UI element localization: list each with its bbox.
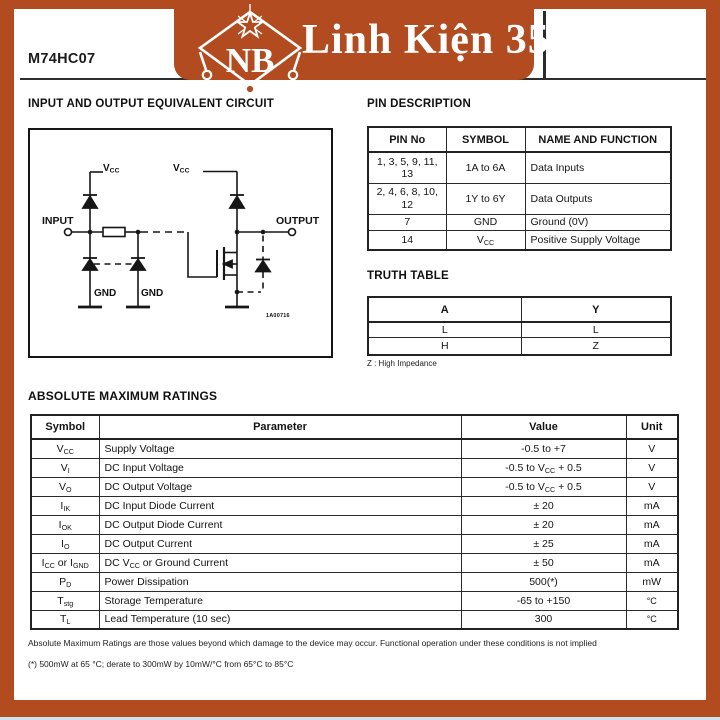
circuit-border: [28, 128, 333, 358]
table-row: IOK DC Output Diode Current ± 20 mA: [30, 514, 679, 535]
col-y: Y: [520, 296, 672, 323]
table-row: Tstg Storage Temperature -65 to +150 °C: [30, 590, 679, 611]
table-row: 14 VCC Positive Supply Voltage: [367, 229, 672, 251]
amr-footnote-main: Absolute Maximum Ratings are those value…: [28, 638, 597, 648]
amr-heading: ABSOLUTE MAXIMUM RATINGS: [28, 389, 218, 403]
equivalent-circuit-heading: INPUT AND OUTPUT EQUIVALENT CIRCUIT: [28, 98, 274, 110]
pin-description-table: PIN No SYMBOL NAME AND FUNCTION 1, 3, 5,…: [367, 126, 672, 251]
mosfet-arrow: [221, 259, 233, 269]
gnd-label-1: GND: [94, 288, 117, 299]
truth-table: A Y L L H Z: [367, 296, 672, 356]
frame-left: [0, 0, 14, 720]
output-label: OUTPUT: [276, 215, 320, 227]
logo-node-circles: [201, 69, 299, 95]
table-row: ICC or IGND DC VCC or Ground Current ± 5…: [30, 552, 679, 573]
output-clamp-diode-top: [228, 194, 246, 209]
table-row: IIK DC Input Diode Current ± 20 mA: [30, 495, 679, 516]
frame-bottom: [0, 700, 720, 717]
table-row: PD Power Dissipation 500(*) mW: [30, 571, 679, 592]
brand-banner: NB Linh Kiện 35: [174, 0, 549, 95]
output-parasitic-diode: [254, 258, 272, 273]
table-row: 2, 4, 6, 8, 10, 12 1Y to 6Y Data Outputs: [367, 182, 672, 215]
vcc-label-right: VCC: [173, 163, 190, 175]
col-pin-no: PIN No: [367, 126, 447, 153]
col-name-function: NAME AND FUNCTION: [524, 126, 672, 153]
input-clamp-diode-top: [81, 194, 99, 209]
input-clamp-diode-bottom-2: [129, 257, 147, 271]
truth-table-heading: TRUTH TABLE: [367, 270, 449, 282]
gate-wire: [187, 232, 217, 278]
input-terminal: [63, 227, 73, 237]
table-row: VCC Supply Voltage -0.5 to +7 V: [30, 438, 679, 459]
col-value: Value: [460, 414, 627, 440]
table-row: H Z: [367, 336, 672, 356]
logo-star-icon: [234, 4, 266, 39]
truth-table-footnote: Z : High Impedance: [367, 359, 437, 368]
table-row: IO DC Output Current ± 25 mA: [30, 533, 679, 554]
table-row: 7 GND Ground (0V): [367, 213, 672, 231]
col-a: A: [367, 296, 522, 323]
nb-logo: NB: [197, 4, 303, 95]
amr-footnote-star: (*) 500mW at 65 °C; derate to 300mW by 1…: [28, 659, 294, 669]
pin-description-heading: PIN DESCRIPTION: [367, 98, 471, 110]
equivalent-circuit-figure: VCC VCC INPUT OUTPUT GND GND 1A00716: [28, 128, 333, 358]
table-row: TL Lead Temperature (10 sec) 300 °C: [30, 609, 679, 630]
table-row: L L: [367, 321, 672, 338]
table-header-row: PIN No SYMBOL NAME AND FUNCTION: [367, 126, 672, 153]
equivalent-circuit-diagram: [28, 128, 333, 358]
input-label: INPUT: [42, 215, 74, 227]
junction-dots: [87, 229, 266, 295]
frame-right: [706, 0, 720, 720]
col-symbol: Symbol: [30, 414, 100, 440]
table-header-row: Symbol Parameter Value Unit: [30, 414, 679, 440]
vcc-label-left: VCC: [103, 163, 120, 175]
bottom-accent-strip: [0, 717, 720, 720]
figure-code: 1A00716: [266, 313, 290, 319]
header-vertical-line: [543, 11, 546, 79]
col-symbol: SYMBOL: [445, 126, 526, 153]
table-row: 1, 3, 5, 9, 11, 13 1A to 6A Data Inputs: [367, 151, 672, 184]
series-resistor-symbol: [102, 226, 126, 238]
table-row: VI DC Input Voltage -0.5 to VCC + 0.5 V: [30, 457, 679, 478]
gnd-label-2: GND: [141, 288, 164, 299]
output-terminal: [287, 227, 297, 237]
part-number: M74HC07: [28, 51, 96, 67]
col-parameter: Parameter: [98, 414, 462, 440]
brand-name: Linh Kiện 35: [302, 17, 550, 63]
amr-table: Symbol Parameter Value Unit VCC Supply V…: [30, 414, 679, 630]
col-unit: Unit: [625, 414, 679, 440]
table-row: VO DC Output Voltage -0.5 to VCC + 0.5 V: [30, 476, 679, 497]
logo-monogram: NB: [226, 41, 275, 80]
table-header-row: A Y: [367, 296, 672, 323]
input-clamp-diode-bottom-1: [81, 257, 99, 271]
